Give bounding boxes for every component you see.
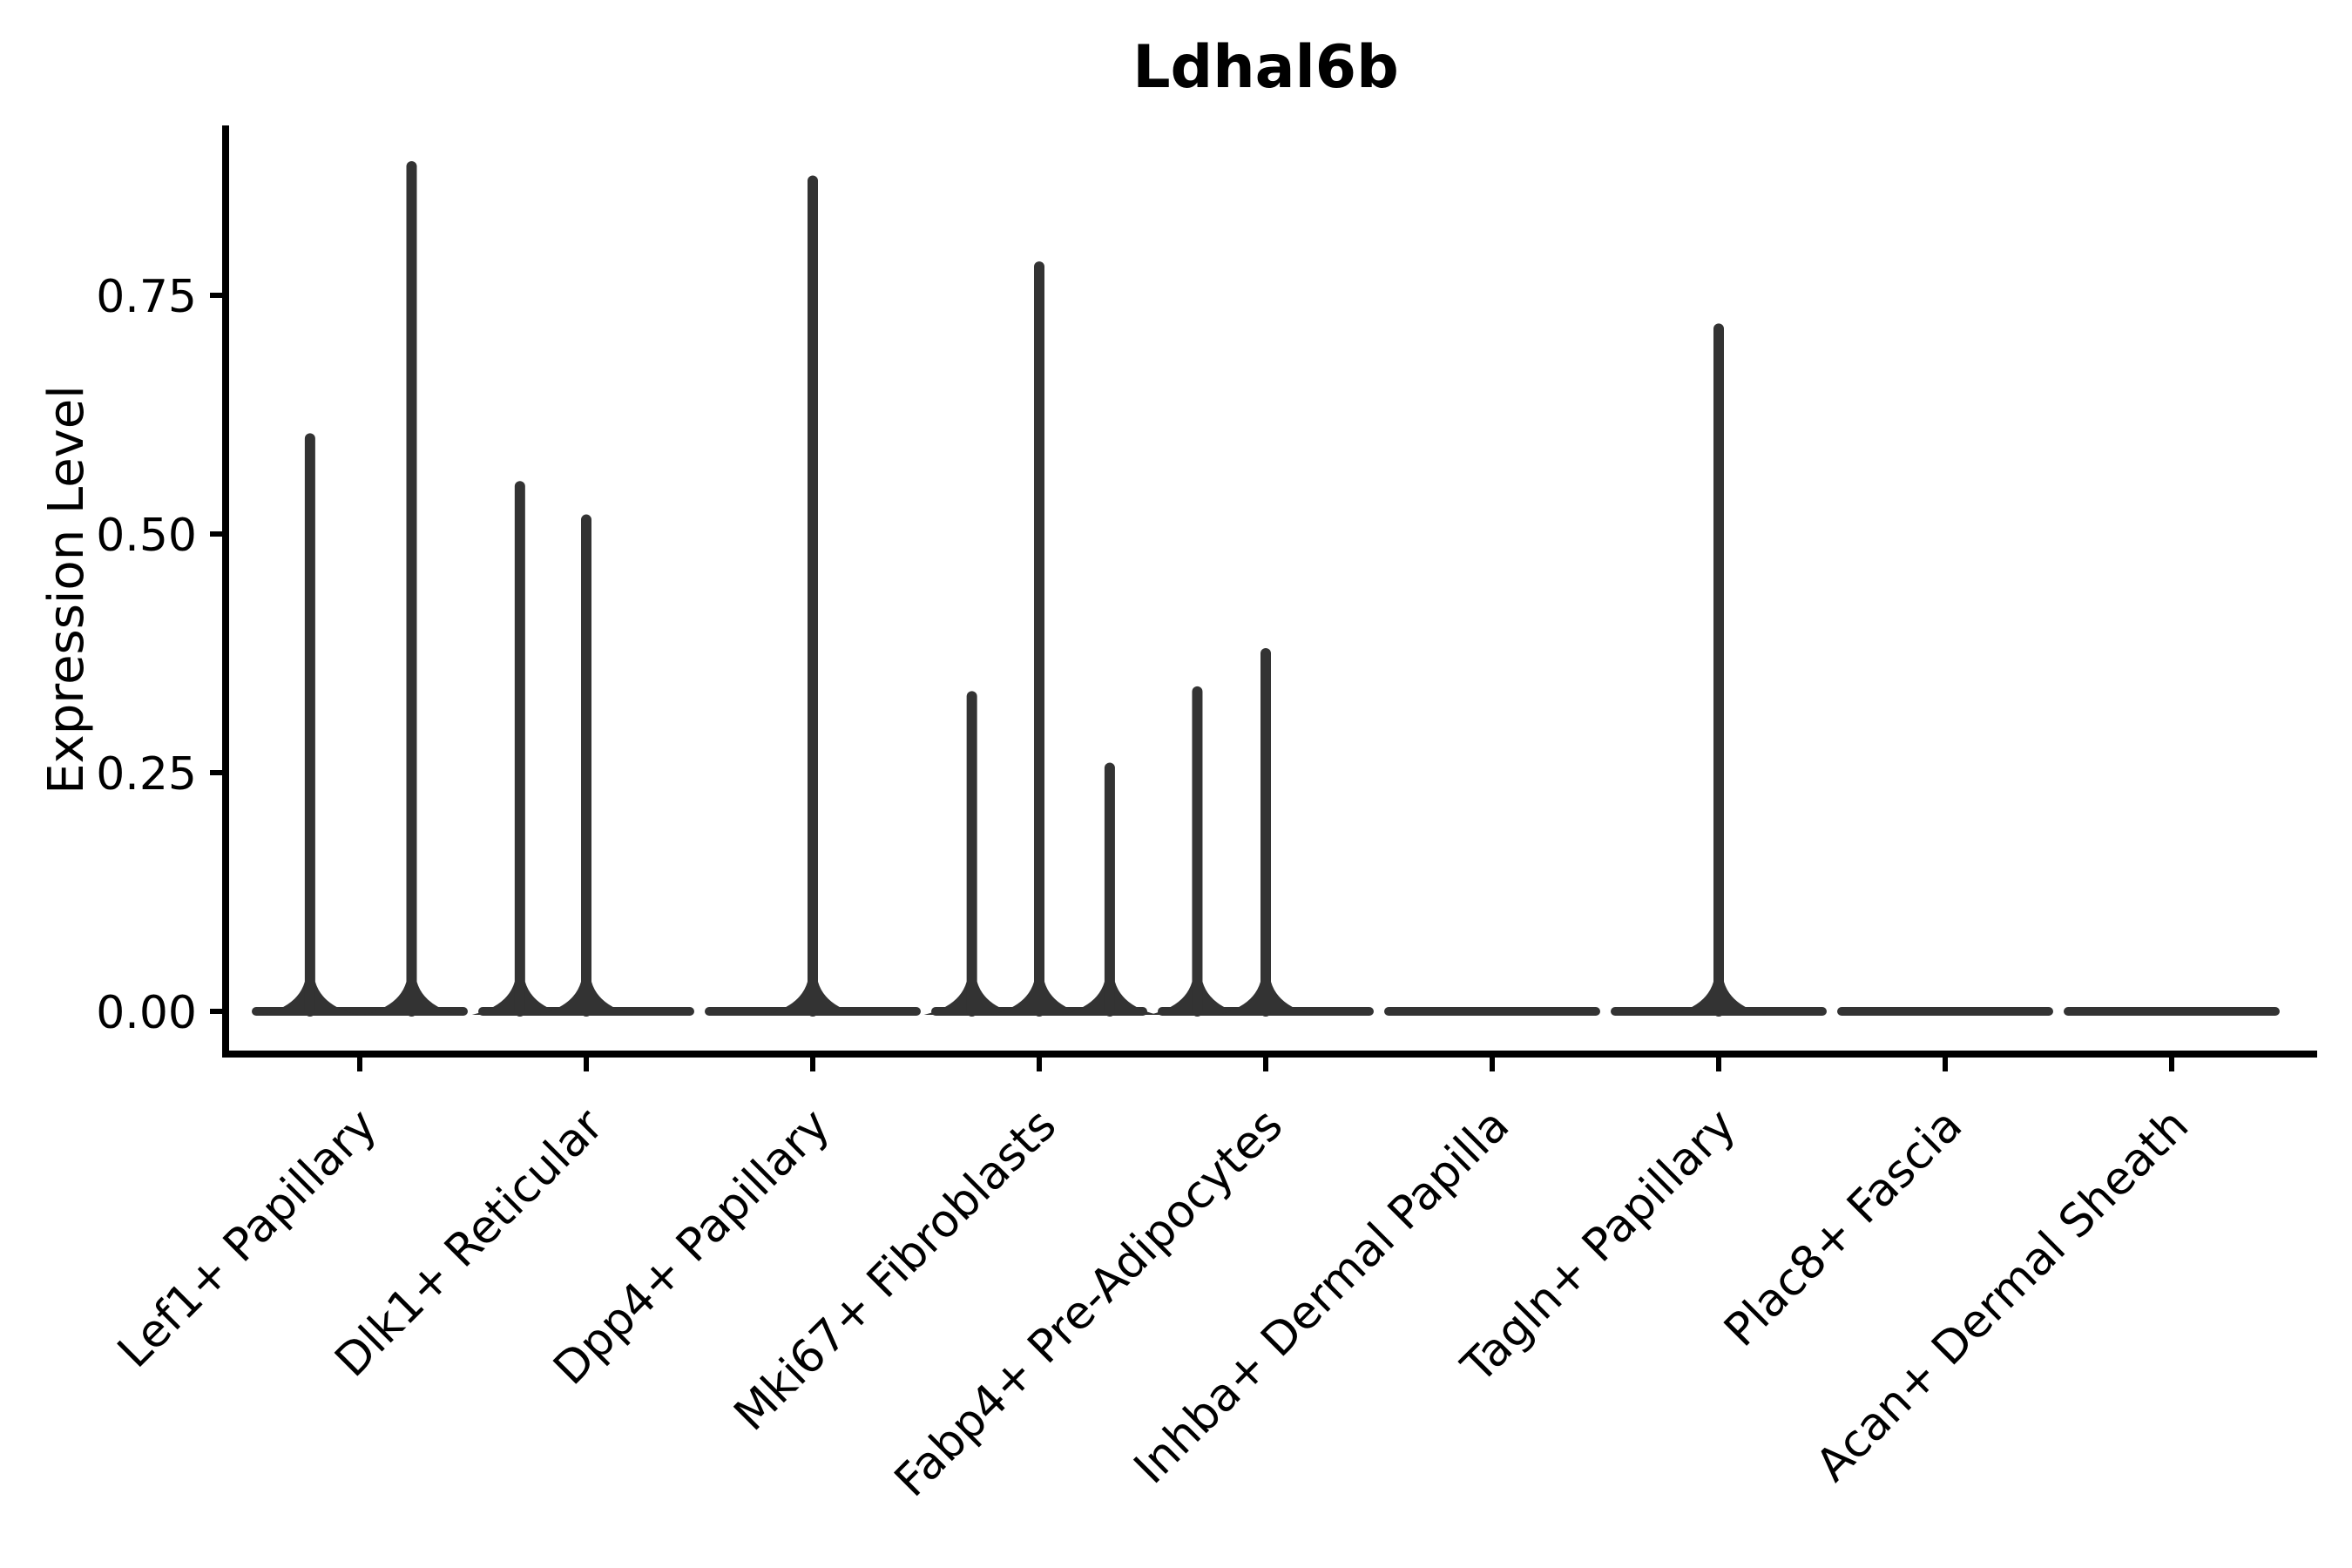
- y-axis-label: Expression Level: [38, 385, 95, 794]
- x-tick-label: Inhba+ Dermal Papilla: [1125, 1099, 1519, 1494]
- y-tick-label: 0.00: [96, 987, 197, 1039]
- y-tick-label: 0.25: [96, 748, 197, 801]
- x-tick-label: Fabp4+ Pre-Adipocytes: [885, 1099, 1293, 1507]
- y-tick-label: 0.75: [96, 271, 197, 323]
- y-tick-label: 0.50: [96, 510, 197, 562]
- x-tick-label: Acan+ Dermal Sheath: [1807, 1099, 2200, 1492]
- y-axis-ticks: 0.00 0.25 0.50 0.75: [96, 271, 226, 1039]
- violins: [252, 161, 2280, 1017]
- x-tick-label: Plac8+ Fascia: [1714, 1099, 1972, 1357]
- x-axis-ticks: [357, 1054, 2174, 1071]
- chart-title: Ldhal6b: [1132, 33, 1399, 102]
